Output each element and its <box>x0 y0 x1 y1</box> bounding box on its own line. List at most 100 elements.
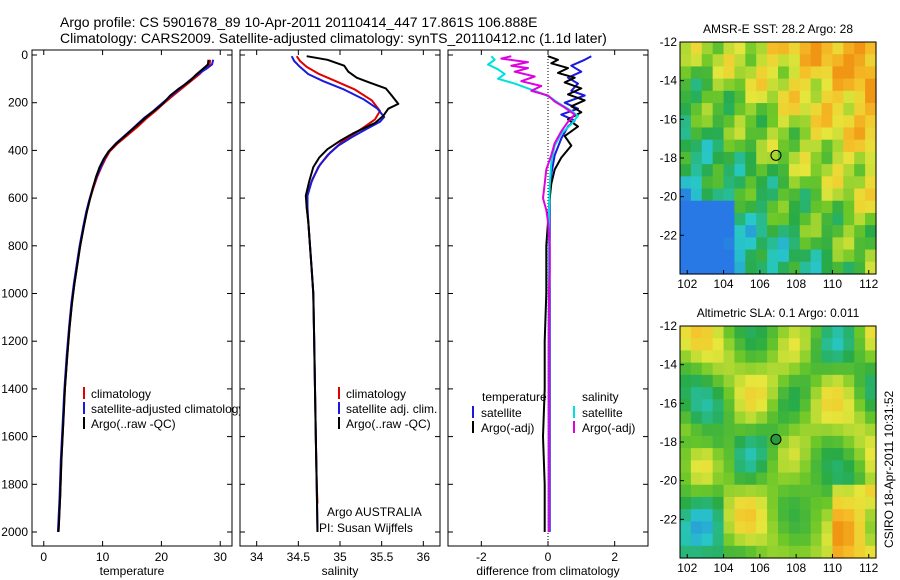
heatmap-cell <box>810 326 823 339</box>
heatmap-cell <box>854 164 866 177</box>
float-position-marker <box>770 149 782 161</box>
heatmap-cell <box>821 399 834 413</box>
heatmap-cell <box>810 399 823 413</box>
heatmap-cell <box>734 472 746 486</box>
heatmap-cell <box>810 42 823 55</box>
heatmap-cell <box>712 374 725 388</box>
heatmap-cell <box>680 326 692 339</box>
heatmap-cell <box>690 237 703 251</box>
difference-xtick-label: -2 <box>476 550 487 564</box>
heatmap-cell <box>734 435 746 449</box>
heatmap-cell <box>788 176 801 190</box>
heatmap-cell <box>745 188 757 202</box>
heatmap-cell <box>788 225 801 238</box>
heatmap-cell <box>734 151 746 165</box>
heatmap-cell <box>767 338 779 352</box>
heatmap-cell <box>832 533 844 547</box>
heatmap-cell <box>810 472 823 486</box>
heatmap-cell <box>788 326 801 339</box>
heatmap-cell <box>745 484 757 498</box>
heatmap-cell <box>832 54 844 68</box>
heatmap-cell <box>810 115 823 129</box>
heatmap-cell <box>723 374 736 388</box>
heatmap-cell <box>854 484 866 498</box>
heatmap-cell <box>821 338 834 352</box>
ytick-label: 1000 <box>1 287 28 301</box>
heatmap-cell <box>865 496 877 510</box>
heatmap-cell <box>778 338 790 352</box>
heatmap-cell <box>799 399 812 413</box>
heatmap-cell <box>843 127 855 141</box>
heatmap-cell <box>723 127 736 141</box>
heatmap-cell <box>723 164 736 177</box>
heatmap-cell <box>723 350 736 364</box>
heatmap-cell <box>799 151 812 165</box>
heatmap-cell <box>865 78 877 92</box>
heatmap-cell <box>854 249 866 263</box>
heatmap-cell <box>821 78 834 92</box>
heatmap-cell <box>712 411 725 425</box>
heatmap-cell <box>821 103 834 116</box>
heatmap-cell <box>745 435 757 449</box>
heatmap-cell <box>690 139 703 153</box>
heatmap-cell <box>756 399 768 413</box>
heatmap-cell <box>832 338 844 352</box>
heatmap-cell <box>712 237 725 251</box>
heatmap-cell <box>756 115 768 129</box>
heatmap-cell <box>854 362 866 376</box>
heatmap-cell <box>865 90 877 104</box>
heatmap-cell <box>788 387 801 400</box>
heatmap-cell <box>767 509 779 522</box>
heatmap-cell <box>723 66 736 80</box>
heatmap-cell <box>821 212 834 226</box>
heatmap-cell <box>767 472 779 486</box>
heatmap-cell <box>843 115 855 129</box>
heatmap-cell <box>712 176 725 190</box>
ytick-label: 800 <box>8 239 28 253</box>
legend-label-satellite: satellite adj. clim. <box>346 402 437 416</box>
difference-xaxis-label: difference from climatology <box>476 564 619 578</box>
heatmap-cell <box>767 387 779 400</box>
heatmap-cell <box>723 212 736 226</box>
heatmap-cell <box>767 212 779 226</box>
heatmap-cell <box>821 127 834 141</box>
heatmap-cell <box>723 225 736 238</box>
heatmap-cell <box>799 326 812 339</box>
heatmap-cell <box>680 484 692 498</box>
heatmap-cell <box>778 139 790 153</box>
heatmap-cell <box>832 435 844 449</box>
heatmap-cell <box>832 484 844 498</box>
heatmap-cell <box>788 249 801 263</box>
heatmap-cell <box>701 362 714 376</box>
legend-label-salinity-item: Argo(-adj) <box>582 421 635 435</box>
heatmap-cell <box>810 54 823 68</box>
difference-xtick-label: 2 <box>611 550 618 564</box>
heatmap-cell <box>723 78 736 92</box>
heatmap-cell <box>723 509 736 522</box>
heatmap-cell <box>865 435 877 449</box>
float-position-marker <box>770 433 782 445</box>
heatmap-cell <box>701 78 714 92</box>
heatmap-cell <box>854 338 866 352</box>
heatmap-cell <box>701 151 714 165</box>
salinity-xtick-label: 34 <box>250 550 264 564</box>
heatmap-cell <box>701 127 714 141</box>
heatmap-cell <box>734 484 746 498</box>
heatmap-cell <box>734 115 746 129</box>
heatmap-cell <box>690 338 703 352</box>
heatmap-cell <box>723 103 736 116</box>
heatmap-cell <box>778 326 790 339</box>
heatmap-cell <box>701 545 714 559</box>
heatmap-cell <box>767 362 779 376</box>
sst_map-title: AMSR-E SST: 28.2 Argo: 28 <box>703 22 853 36</box>
heatmap-cell <box>821 90 834 104</box>
heatmap-cell <box>767 350 779 364</box>
heatmap-cell <box>745 326 757 339</box>
heatmap-cell <box>701 103 714 116</box>
heatmap-cell <box>767 484 779 498</box>
heatmap-cell <box>854 460 866 474</box>
heatmap-cell <box>854 411 866 425</box>
heatmap-cell <box>778 533 790 547</box>
heatmap-cell <box>778 387 790 400</box>
heatmap-cell <box>821 188 834 202</box>
